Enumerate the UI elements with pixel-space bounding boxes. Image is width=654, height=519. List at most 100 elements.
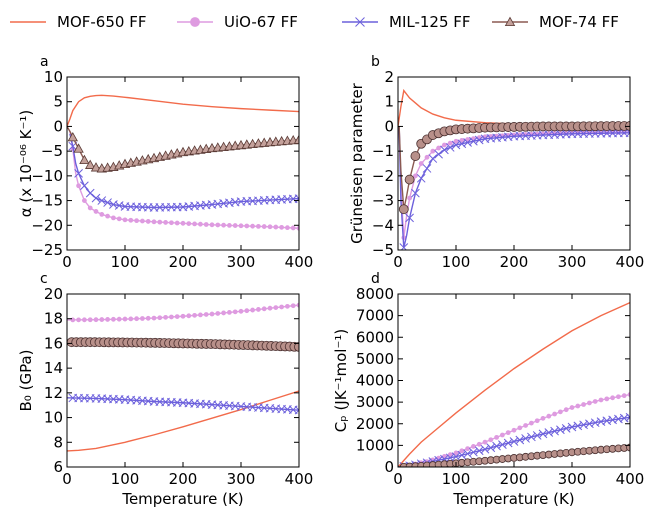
y-tick-label: 12 <box>44 384 63 402</box>
y-tick-label: 16 <box>44 334 63 352</box>
data-point <box>261 306 267 312</box>
data-point <box>428 154 438 163</box>
series-uio-67-ff <box>69 131 299 231</box>
data-point <box>293 134 299 144</box>
data-point <box>463 449 472 459</box>
x-tick-label: 0 <box>62 253 72 271</box>
series-mil-125-ff <box>398 412 630 467</box>
data-point <box>550 426 559 436</box>
data-point <box>273 224 279 230</box>
data-point <box>151 219 157 225</box>
data-point <box>469 136 478 146</box>
y-tick-label: 10 <box>44 409 63 427</box>
data-point <box>139 218 145 224</box>
data-point <box>424 154 430 160</box>
plot-area <box>398 302 630 467</box>
x-tick-label: 100 <box>442 470 471 488</box>
data-point <box>498 440 507 449</box>
data-point <box>610 395 615 401</box>
data-point <box>279 224 285 230</box>
data-point <box>515 435 525 445</box>
data-point <box>76 183 81 189</box>
data-point <box>625 128 630 138</box>
legend-marker <box>355 17 365 27</box>
legend-entry-mil-125-ff: MIL-125 FF <box>342 13 471 31</box>
plot-area <box>398 88 630 250</box>
data-point <box>465 446 471 452</box>
y-tick-label: −2 <box>372 167 394 185</box>
chart-panel-d: d0 100 200 300 40001000200030004000500060007… <box>332 271 644 508</box>
y-tick-label: −5 <box>41 142 63 160</box>
data-point <box>474 135 484 145</box>
legend: MOF-650 FF UiO-67 FF MIL-125 FF MOF-74 FF <box>10 13 619 31</box>
data-point <box>186 313 192 319</box>
x-tick-label: 300 <box>227 470 256 488</box>
x-tick-label: 400 <box>616 470 645 488</box>
y-tick-label: 6000 <box>356 328 394 346</box>
data-point <box>447 140 453 146</box>
y-tick-label: 8 <box>53 433 63 451</box>
plot-area <box>67 94 299 231</box>
series-mil-125-ff <box>67 393 299 415</box>
data-point <box>294 405 299 415</box>
y-tick-label: −15 <box>31 192 63 210</box>
data-point <box>93 209 99 214</box>
data-point <box>532 431 542 440</box>
data-point <box>290 303 296 309</box>
data-point <box>180 313 186 319</box>
data-point <box>250 223 256 229</box>
data-point <box>157 219 163 225</box>
legend-label: MIL-125 FF <box>389 13 471 31</box>
data-point <box>73 143 84 153</box>
data-point <box>209 311 215 317</box>
data-point <box>244 308 250 314</box>
data-point <box>67 131 78 142</box>
y-tick-label: 5000 <box>356 350 394 368</box>
data-point <box>469 447 478 457</box>
series-line <box>398 302 630 467</box>
data-point <box>476 441 482 447</box>
x-tick-label: 0 <box>393 470 403 488</box>
x-tick-label: 0 <box>393 253 403 271</box>
x-tick-label: 100 <box>111 253 140 271</box>
data-point <box>398 204 409 215</box>
data-point <box>399 243 409 250</box>
data-point <box>255 307 261 312</box>
data-point <box>527 432 536 442</box>
y-tick-label: 0 <box>384 458 394 476</box>
data-point <box>463 138 472 147</box>
data-point <box>494 434 500 440</box>
data-point <box>105 317 110 322</box>
data-point <box>90 162 102 172</box>
data-point <box>261 224 267 229</box>
data-point <box>91 193 101 203</box>
data-point <box>192 312 198 318</box>
y-tick-label: −10 <box>31 167 63 185</box>
data-point <box>517 425 523 431</box>
data-point <box>486 443 496 453</box>
data-point <box>511 427 517 433</box>
data-point <box>544 428 554 437</box>
y-tick-label: 7000 <box>356 307 394 325</box>
data-point <box>128 316 134 322</box>
data-point <box>436 145 442 151</box>
y-tick-label: 0 <box>53 117 63 135</box>
data-point <box>279 304 285 310</box>
data-point <box>244 223 250 229</box>
legend-entry-uio-67-ff: UiO-67 FF <box>177 13 298 31</box>
x-tick-label: 0 <box>62 470 72 488</box>
y-tick-label: 2000 <box>356 415 394 433</box>
legend-label: MOF-74 FF <box>539 13 619 31</box>
data-point <box>294 341 299 352</box>
data-point <box>411 188 420 198</box>
series-line <box>398 126 630 238</box>
data-point <box>238 223 244 229</box>
data-point <box>255 223 261 229</box>
data-point <box>238 308 244 314</box>
x-tick-label: 300 <box>558 470 587 488</box>
series-line <box>67 390 299 452</box>
data-point <box>99 317 105 322</box>
data-point <box>116 316 122 322</box>
y-tick-label: 20 <box>44 285 63 303</box>
